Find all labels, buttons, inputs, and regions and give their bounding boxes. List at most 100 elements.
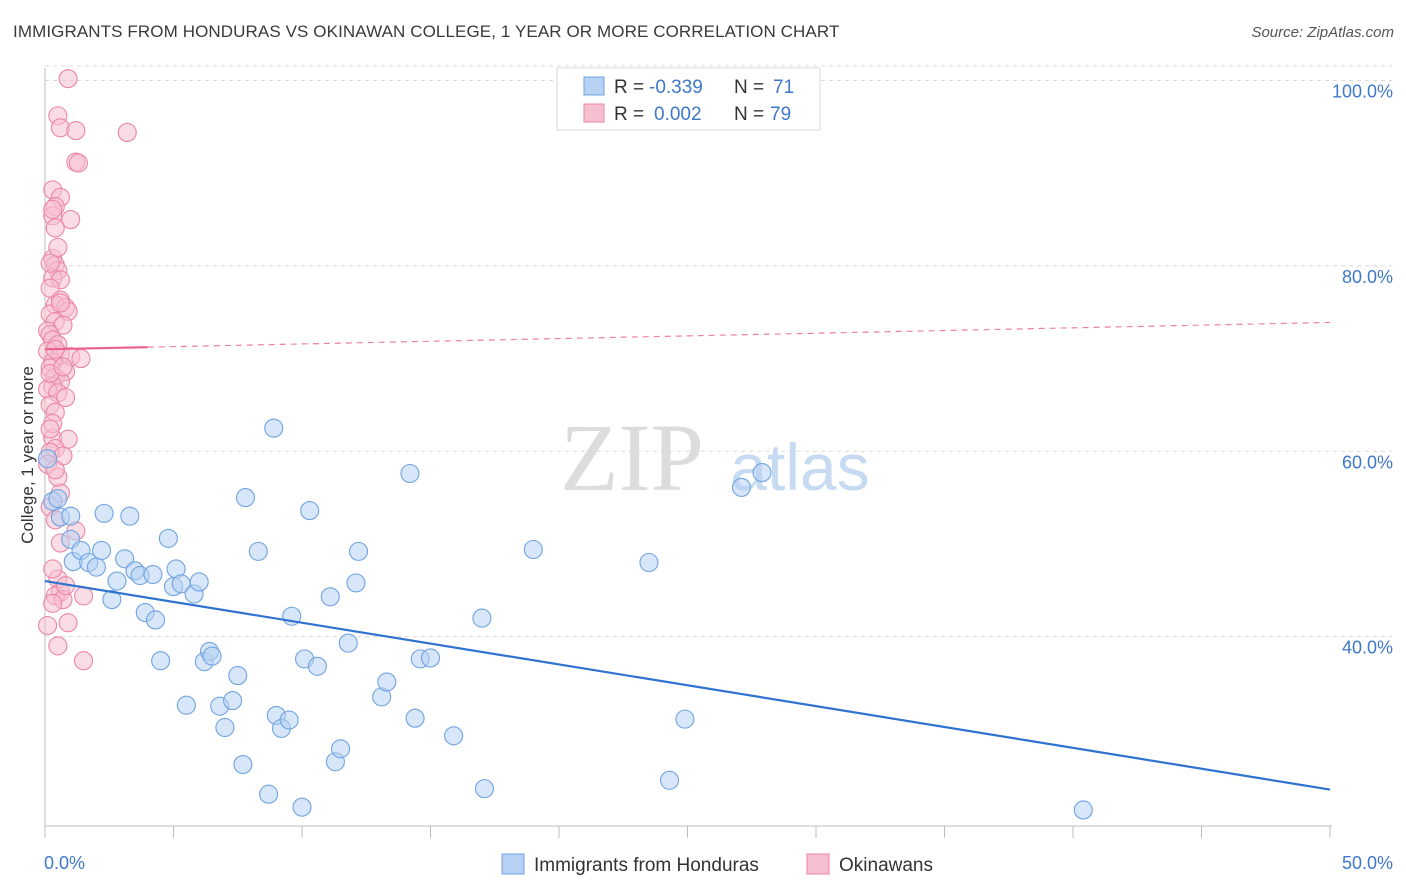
okinawans-trend-line-dashed [147, 321, 1331, 348]
honduras-point [248, 541, 268, 561]
stats-legend: R = -0.339 N = 71 R = 0.002 N = 79 [556, 67, 821, 131]
honduras-point [176, 695, 196, 715]
series-legend: Immigrants from Honduras Okinawans [501, 853, 933, 876]
okinawans-point [50, 293, 70, 313]
honduras-point [346, 573, 366, 593]
okinawans-point [58, 69, 78, 89]
honduras-point [320, 587, 340, 607]
stats-n-value-pink: 79 [770, 104, 791, 125]
okinawans-point [38, 615, 58, 636]
honduras-point [91, 540, 112, 560]
legend-label-honduras: Immigrants from Honduras [534, 855, 759, 876]
okinawans-point [43, 199, 63, 219]
legend-label-okinawans: Okinawans [839, 855, 933, 876]
y-tick-label: 40.0% [1342, 638, 1393, 658]
honduras-point [264, 418, 284, 438]
y-tick-label: 100.0% [1332, 82, 1393, 102]
x-tick-label-max: 50.0% [1342, 853, 1393, 873]
source-label: Source: ZipAtlas.com [1251, 24, 1394, 41]
stats-r-value-pink: 0.002 [654, 104, 702, 125]
honduras-point [420, 648, 441, 668]
honduras-point [158, 528, 178, 548]
stats-r-label-blue: R = [614, 77, 644, 98]
okinawans-point [74, 586, 94, 606]
honduras-point [202, 646, 222, 666]
honduras-point [675, 709, 695, 729]
honduras-point [223, 691, 243, 711]
okinawans-point [117, 122, 137, 142]
honduras-point [377, 672, 397, 692]
grid-lines [45, 65, 1392, 638]
chart-title: IMMIGRANTS FROM HONDURAS VS OKINAWAN COL… [13, 22, 840, 41]
okinawans-point [53, 357, 73, 377]
honduras-point [259, 784, 279, 804]
legend-swatch-okinawans [806, 853, 830, 875]
okinawans-point [56, 387, 76, 408]
okinawans-point [66, 121, 86, 141]
trend-lines [44, 321, 1331, 791]
y-tick-label: 60.0% [1342, 452, 1393, 472]
okinawans-point [58, 613, 78, 633]
honduras-point [659, 770, 680, 790]
x-tick-label-min: 0.0% [44, 853, 85, 873]
honduras-point [189, 572, 209, 592]
honduras-point [215, 717, 235, 738]
honduras-point [235, 488, 256, 508]
honduras-point [639, 552, 659, 573]
okinawans-points [38, 69, 137, 671]
watermark-zip: ZIP [560, 404, 704, 511]
honduras-point [330, 739, 351, 759]
okinawans-point [61, 210, 81, 230]
honduras-point [300, 501, 320, 521]
okinawans-trend-line-solid [44, 346, 148, 351]
okinawans-point [68, 153, 88, 173]
y-tick-label: 80.0% [1342, 267, 1393, 287]
watermark: ZIP atlas [560, 404, 870, 511]
honduras-point [400, 463, 420, 484]
honduras-points [38, 418, 1093, 820]
honduras-point [472, 608, 492, 628]
honduras-point [307, 656, 327, 676]
x-tick-labels: 0.0% 50.0% [44, 853, 1393, 873]
okinawans-point [43, 559, 63, 579]
honduras-point [120, 506, 140, 526]
okinawans-point [48, 636, 68, 656]
honduras-point [61, 506, 81, 526]
stats-n-value-blue: 71 [773, 77, 794, 98]
honduras-point [405, 708, 425, 728]
honduras-point [348, 541, 369, 561]
honduras-point [107, 571, 127, 591]
honduras-point [279, 710, 299, 730]
honduras-point [145, 610, 166, 630]
stats-n-label-pink: N = [734, 104, 764, 125]
honduras-point [228, 666, 248, 686]
honduras-point [233, 754, 253, 775]
stats-r-value-blue: -0.339 [649, 77, 703, 98]
stats-swatch-pink [583, 103, 605, 123]
honduras-point [143, 564, 163, 585]
honduras-point [444, 726, 464, 746]
honduras-point [338, 633, 358, 653]
y-tick-labels: 100.0% 80.0% 60.0% 40.0% [1332, 82, 1393, 658]
okinawans-point [45, 218, 65, 238]
okinawans-point [71, 349, 91, 369]
honduras-point [102, 590, 122, 610]
okinawans-point [48, 237, 68, 257]
honduras-point [731, 477, 752, 497]
okinawans-point [43, 593, 63, 613]
okinawans-point [74, 651, 94, 671]
watermark-atlas: atlas [730, 430, 869, 504]
legend-swatch-honduras [501, 853, 525, 875]
honduras-trend-line [44, 579, 1331, 791]
honduras-point [94, 503, 114, 523]
honduras-point [38, 449, 58, 469]
honduras-point [1073, 800, 1093, 820]
stats-swatch-blue [583, 76, 605, 96]
stats-r-label-pink: R = [614, 104, 644, 125]
honduras-point [86, 557, 106, 577]
honduras-point [151, 651, 171, 671]
honduras-point [752, 463, 772, 483]
okinawans-point [40, 253, 60, 273]
honduras-point [48, 488, 68, 509]
